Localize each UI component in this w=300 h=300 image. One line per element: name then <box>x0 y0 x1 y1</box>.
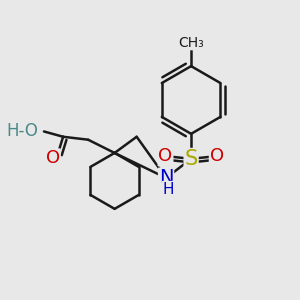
Text: H-O: H-O <box>6 122 38 140</box>
Text: O: O <box>210 148 224 166</box>
Text: S: S <box>184 149 198 169</box>
Text: O: O <box>158 148 172 166</box>
Text: H: H <box>163 182 174 196</box>
Text: CH₃: CH₃ <box>178 36 204 50</box>
Text: O: O <box>46 149 60 167</box>
Text: N: N <box>159 169 173 188</box>
